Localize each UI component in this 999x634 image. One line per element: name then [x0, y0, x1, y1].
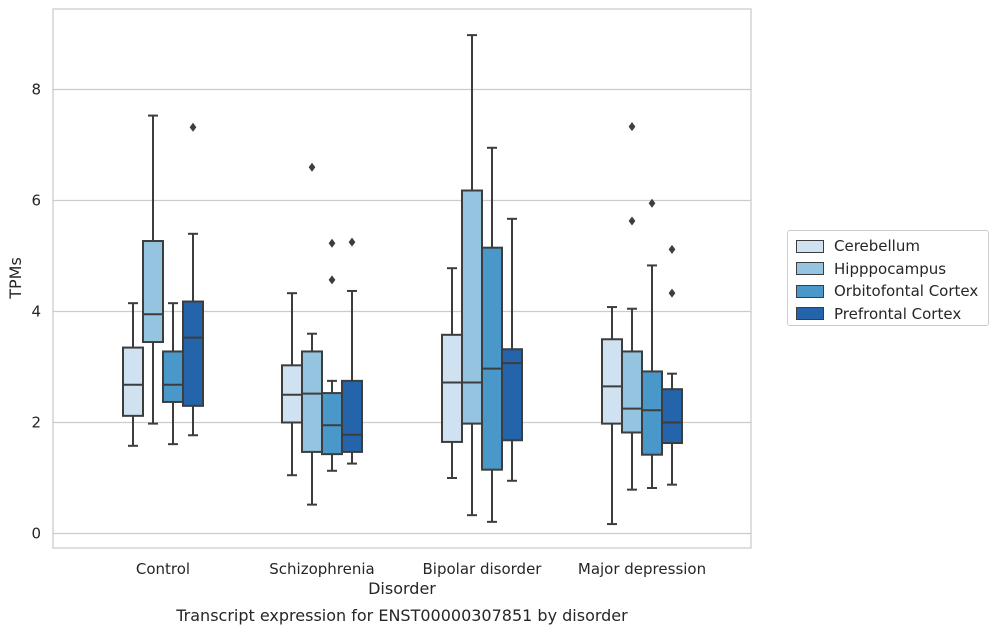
y-tick-label: 6 — [31, 192, 41, 210]
box — [182, 122, 204, 437]
iqr-box — [182, 300, 204, 407]
legend-label: Hipppocampus — [834, 259, 947, 278]
legend-item: Hipppocampus — [792, 258, 988, 281]
box — [281, 292, 303, 477]
iqr-box — [481, 246, 503, 471]
box — [441, 267, 463, 479]
iqr-box — [641, 370, 663, 456]
outlier-point — [648, 198, 656, 208]
y-tick-label: 8 — [31, 81, 41, 99]
box — [162, 302, 184, 446]
x-tick-label: Major depression — [578, 560, 706, 578]
x-tick-labels: Control Schizophrenia Bipolar disorder Majo… — [136, 560, 706, 578]
box — [661, 244, 683, 486]
iqr-box — [441, 333, 463, 443]
chart-caption: Transcript expression for ENST0000030785… — [176, 606, 628, 625]
iqr-box — [301, 350, 323, 453]
outlier-point — [328, 275, 336, 285]
legend-label: Orbitofontal Cortex — [834, 282, 979, 301]
legend-swatch-hippocampus — [796, 262, 824, 276]
iqr-box — [321, 392, 343, 456]
legend-item: Cerebellum — [792, 235, 988, 258]
iqr-box — [162, 350, 184, 403]
x-axis-title: Disorder — [368, 579, 436, 598]
iqr-box — [601, 338, 623, 425]
legend-swatch-cerebellum — [796, 239, 824, 253]
box — [621, 122, 643, 491]
legend-label: Cerebellum — [834, 237, 920, 256]
outlier-point — [328, 238, 336, 248]
plot-frame — [52, 8, 752, 549]
iqr-box — [661, 388, 683, 445]
y-tick-label: 2 — [31, 414, 41, 432]
y-tick-label: 0 — [31, 525, 41, 543]
iqr-box — [461, 189, 483, 425]
iqr-box — [142, 240, 164, 344]
box — [341, 237, 363, 465]
box — [601, 306, 623, 526]
legend-item: Orbitofontal Cortex — [792, 280, 988, 303]
box — [461, 34, 483, 517]
outlier-point — [189, 122, 197, 132]
outlier-point — [348, 237, 356, 247]
box — [142, 114, 164, 425]
outlier-point — [668, 288, 676, 298]
x-tick-label: Bipolar disorder — [423, 560, 543, 578]
x-tick-label: Control — [136, 560, 190, 578]
x-tick-label: Schizophrenia — [269, 560, 374, 578]
legend-item: Prefrontal Cortex — [792, 303, 988, 326]
legend-label: Prefrontal Cortex — [834, 304, 962, 323]
box-groups — [122, 34, 683, 526]
outlier-point — [628, 216, 636, 226]
box — [122, 302, 144, 447]
outlier-point — [628, 122, 636, 132]
outlier-point — [308, 162, 316, 172]
iqr-box — [341, 379, 363, 453]
legend-swatch-prefrontal — [796, 307, 824, 321]
box — [301, 162, 323, 506]
box — [321, 238, 343, 472]
iqr-box — [501, 348, 523, 442]
legend: Cerebellum Hipppocampus Orbitofontal Cor… — [787, 230, 989, 326]
y-axis-title: TPMs — [6, 257, 25, 300]
box — [641, 198, 663, 489]
iqr-box — [621, 350, 643, 434]
y-tick-labels: 0 2 4 6 8 — [31, 81, 41, 543]
iqr-box — [122, 346, 144, 417]
legend-swatch-orbitofrontal — [796, 284, 824, 298]
box — [501, 217, 523, 482]
y-tick-label: 4 — [31, 303, 41, 321]
box — [481, 146, 503, 523]
outlier-point — [668, 244, 676, 254]
